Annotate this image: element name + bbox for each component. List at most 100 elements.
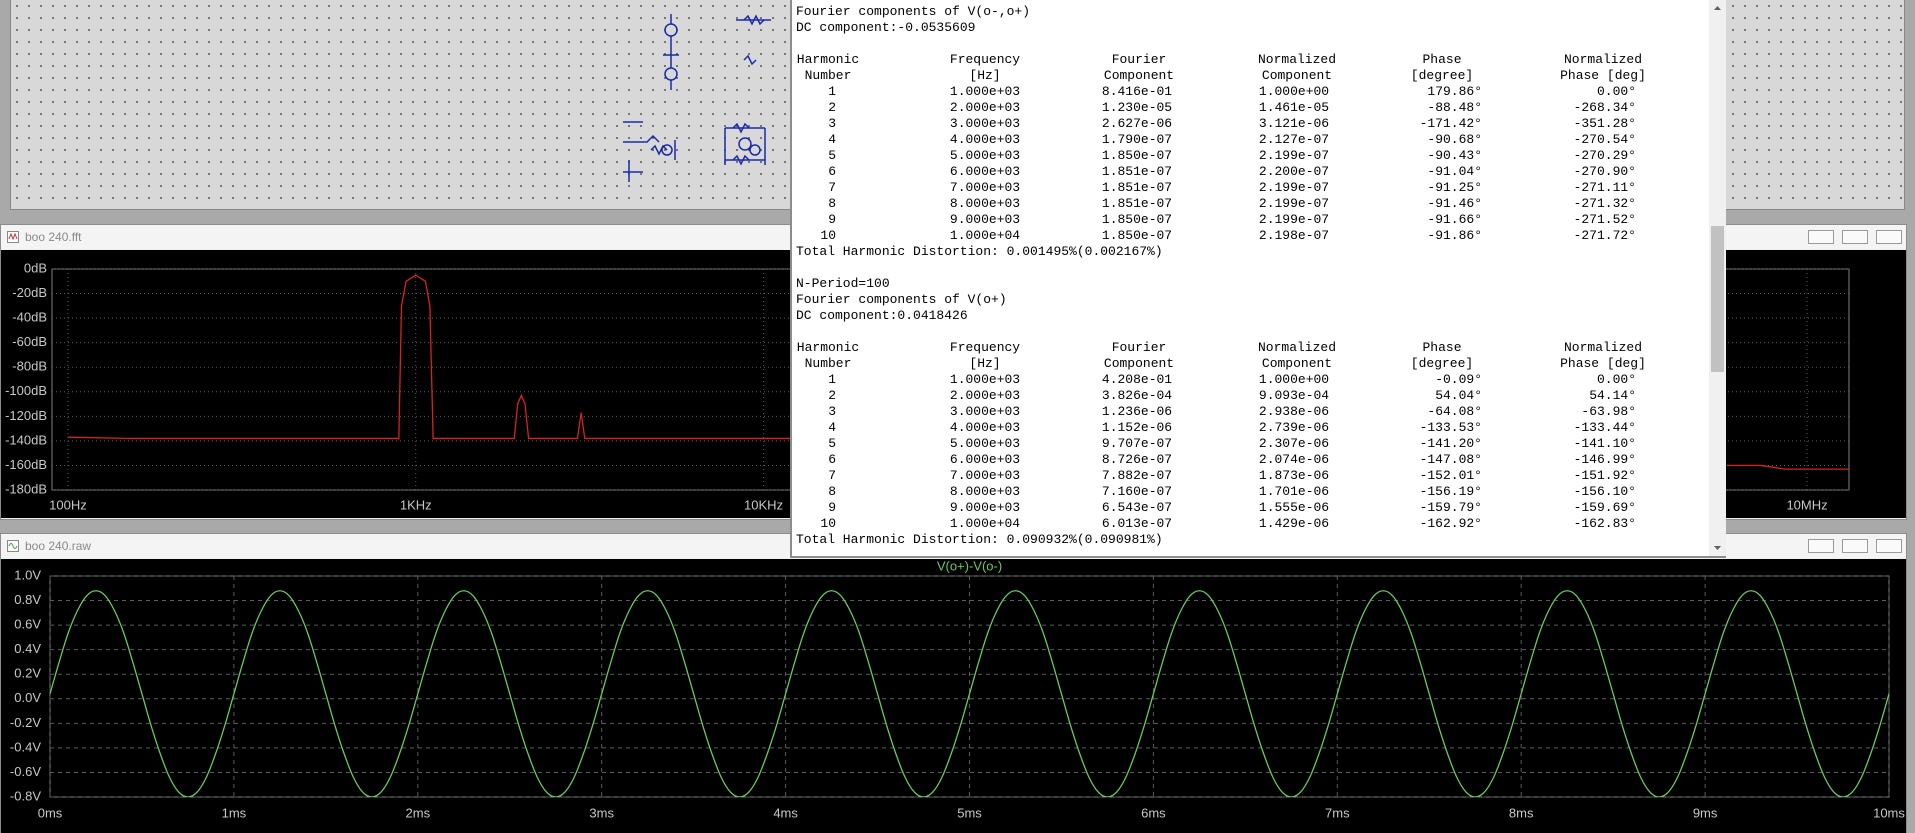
table-cell: -271.32°: [1573, 196, 1636, 211]
restore-button[interactable]: [1842, 539, 1868, 553]
table-cell: -64.08°: [1427, 404, 1482, 419]
log-line: 1 1.000e+03 4.208e-01 1.000e+00 -0.09° 0.00°: [796, 372, 1710, 388]
table-cell: -152.01°: [1419, 468, 1482, 483]
table-cell: -91.66°: [1427, 212, 1482, 227]
log-line: Total Harmonic Distortion: 0.090932%(0.0…: [796, 532, 1710, 548]
log-line: 9 9.000e+03 6.543e-07 1.555e-06 -159.79° -159…: [796, 500, 1710, 516]
table-cell: 2.127e-07: [1258, 132, 1330, 147]
column-header: Normalized: [1563, 52, 1643, 67]
dc-component: DC component:-0.0535609: [796, 20, 976, 35]
table-cell: 1.850e-07: [1101, 212, 1173, 227]
waveform-plot: 1.0V 0.8V 0.6V 0.4V 0.2V 0.0V -0.2V -0.4V -0.6V -…: [1, 559, 1906, 833]
log-line: DC component:0.0418426: [796, 308, 1710, 324]
table-cell: 1.152e-06: [1101, 420, 1173, 435]
table-cell: -270.90°: [1573, 164, 1636, 179]
table-cell: -270.29°: [1573, 148, 1636, 163]
table-cell: -91.86°: [1427, 228, 1482, 243]
waveform-window: boo 240.raw 1.0V 0.8V 0.6V 0.4V 0.2V 0.0V -0.2…: [0, 533, 1907, 833]
table-cell: 10: [820, 228, 836, 243]
table-cell: 179.86°: [1427, 84, 1482, 99]
table-cell: 1.000e+03: [949, 372, 1021, 387]
log-line: 4 4.000e+03 1.790e-07 2.127e-07 -90.68° -270.…: [796, 132, 1710, 148]
table-cell: 7: [828, 468, 836, 483]
table-cell: 1.873e-06: [1258, 468, 1330, 483]
close-button[interactable]: [1876, 230, 1902, 244]
table-cell: 4: [828, 132, 836, 147]
thd-line: Total Harmonic Distortion: 0.090932%(0.0…: [796, 532, 1163, 547]
x-tick-label: 100Hz: [49, 497, 87, 512]
table-cell: 1: [828, 372, 836, 387]
y-tick-label: -160dB: [5, 457, 47, 472]
close-button[interactable]: [1876, 539, 1902, 553]
table-cell: 1.000e+00: [1258, 372, 1330, 387]
window-title: boo 240.raw: [25, 539, 92, 553]
table-cell: -63.98°: [1581, 404, 1636, 419]
y-tick-label: 0.4V: [14, 641, 41, 656]
table-cell: -146.99°: [1573, 452, 1636, 467]
table-cell: 3: [828, 404, 836, 419]
restore-button[interactable]: [1842, 230, 1868, 244]
table-cell: -268.34°: [1573, 100, 1636, 115]
log-line: Harmonic Frequency Fourier Normalized Phase N…: [796, 340, 1710, 356]
schematic-drawing: [623, 14, 771, 182]
table-cell: 2: [828, 100, 836, 115]
log-line: 6 6.000e+03 1.851e-07 2.200e-07 -91.04° -270.…: [796, 164, 1710, 180]
table-cell: 6: [828, 164, 836, 179]
column-header: Component: [1103, 68, 1175, 83]
x-tick-label: 10MHz: [1786, 497, 1827, 512]
table-cell: 1.230e-05: [1101, 100, 1173, 115]
column-header: Component: [1103, 356, 1175, 371]
thd-line: Total Harmonic Distortion: 0.001495%(0.0…: [796, 244, 1163, 259]
table-cell: -171.42°: [1419, 116, 1482, 131]
log-line: 10 1.000e+04 6.013e-07 1.429e-06 -162.92° -16…: [796, 516, 1710, 532]
trace-legend: V(o+)-V(o-): [937, 559, 1002, 573]
log-line: 2 2.000e+03 1.230e-05 1.461e-05 -88.48° -268.…: [796, 100, 1710, 116]
y-tick-label: 0.8V: [14, 592, 41, 607]
table-cell: 2.200e-07: [1258, 164, 1330, 179]
log-line: 10 1.000e+04 1.850e-07 2.198e-07 -91.86° -271…: [796, 228, 1710, 244]
table-cell: 2.307e-06: [1258, 436, 1330, 451]
scrollbar[interactable]: [1709, 0, 1726, 556]
column-header: Fourier: [1111, 340, 1167, 355]
x-tick-label: 7ms: [1325, 805, 1350, 820]
column-header: Fourier: [1111, 52, 1167, 67]
y-tick-label: -60dB: [12, 334, 47, 349]
table-cell: -141.20°: [1419, 436, 1482, 451]
table-cell: 2.199e-07: [1258, 212, 1330, 227]
table-cell: 3: [828, 116, 836, 131]
y-tick-label: -120dB: [5, 408, 47, 423]
table-cell: 3.826e-04: [1101, 388, 1173, 403]
table-cell: -133.44°: [1573, 420, 1636, 435]
table-cell: -156.10°: [1573, 484, 1636, 499]
table-cell: 1.851e-07: [1101, 164, 1173, 179]
log-line: N-Period=100: [796, 276, 1710, 292]
column-header: Phase [deg]: [1560, 356, 1646, 371]
y-tick-label: -0.2V: [10, 715, 41, 730]
table-cell: -162.83°: [1573, 516, 1636, 531]
table-cell: -91.25°: [1427, 180, 1482, 195]
y-tick-label: -100dB: [5, 383, 47, 398]
minimize-button[interactable]: [1808, 539, 1834, 553]
table-cell: -147.08°: [1419, 452, 1482, 467]
table-cell: 8: [828, 484, 836, 499]
table-cell: 8.000e+03: [949, 484, 1021, 499]
column-header: Number: [804, 68, 852, 83]
table-cell: 2.627e-06: [1101, 116, 1173, 131]
section-heading: Fourier components of V(o+): [796, 292, 1007, 307]
table-cell: -90.43°: [1427, 148, 1482, 163]
table-cell: -141.10°: [1573, 436, 1636, 451]
table-cell: -156.19°: [1419, 484, 1482, 499]
table-cell: 1.851e-07: [1101, 180, 1173, 195]
scrollbar-graphics: [1711, 6, 1724, 550]
table-cell: 6.013e-07: [1101, 516, 1173, 531]
x-tick-label: 8ms: [1509, 805, 1534, 820]
y-tick-label: -140dB: [5, 432, 47, 447]
table-cell: -90.68°: [1427, 132, 1482, 147]
table-cell: 3.121e-06: [1258, 116, 1330, 131]
minimize-button[interactable]: [1808, 230, 1834, 244]
table-cell: 10: [820, 516, 836, 531]
y-tick-label: -20dB: [12, 285, 47, 300]
table-cell: 2.739e-06: [1258, 420, 1330, 435]
table-cell: 1: [828, 84, 836, 99]
y-tick-label: -0.4V: [10, 739, 41, 754]
